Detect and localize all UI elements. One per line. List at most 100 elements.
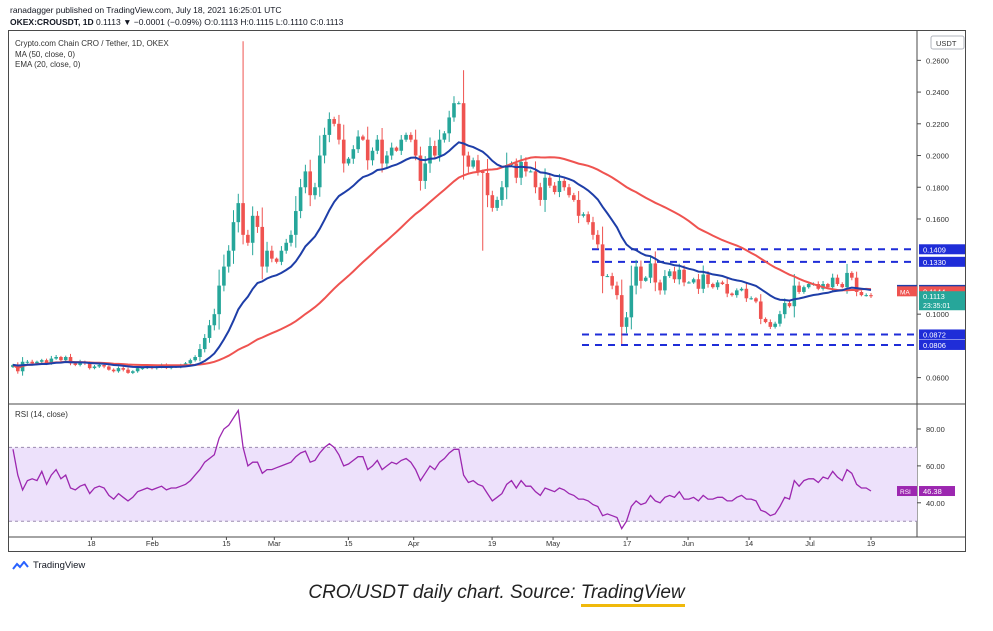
date-axis-label: 19: [488, 539, 496, 548]
candle-body: [792, 285, 797, 307]
price-axis-label: 0.1600: [926, 215, 949, 224]
candle-body: [380, 139, 384, 164]
candle-body: [773, 323, 777, 327]
currency-label: USDT: [936, 39, 957, 48]
caption-text: CRO/USDT daily chart. Source:: [308, 582, 581, 603]
candle-body: [116, 368, 121, 372]
rsi-axis-label: 40.00: [926, 499, 945, 508]
candle-body: [658, 282, 662, 291]
candle-body: [672, 271, 677, 280]
candle-body: [212, 314, 217, 326]
candle-body: [92, 366, 97, 369]
candle-body: [49, 358, 54, 364]
candle-body: [54, 356, 58, 359]
candle-body: [35, 361, 39, 364]
candle-body: [25, 361, 30, 363]
date-axis-label: 19: [867, 539, 875, 548]
price-axis-label: 0.2600: [926, 56, 949, 65]
tradingview-logo-icon: [12, 561, 29, 570]
candle-body: [845, 272, 849, 288]
candle-body: [222, 266, 226, 286]
candle-body: [270, 250, 274, 259]
candle-body: [361, 136, 365, 140]
candle-body: [802, 287, 806, 292]
candle-body: [667, 271, 672, 277]
chart-frame[interactable]: 0.2600 0.2400 0.2200 0.2000 0.1800 0.1600 0.10…: [8, 30, 966, 552]
candle-body: [241, 203, 245, 235]
candle-body: [265, 250, 269, 267]
candle-body: [198, 349, 202, 357]
candle-body: [720, 282, 725, 285]
candle-body: [859, 291, 864, 296]
candle-body: [437, 139, 442, 156]
candle-body: [552, 185, 557, 193]
candle-body: [236, 203, 241, 223]
candle-body: [279, 250, 284, 262]
candle-body: [476, 160, 480, 172]
candle-body: [629, 285, 634, 318]
candle-body: [102, 364, 106, 367]
candle-body: [711, 284, 715, 288]
date-axis-label: 17: [623, 539, 631, 548]
ema-20-line: [12, 141, 872, 369]
candle-body: [365, 139, 370, 161]
candle-body: [778, 314, 782, 324]
candle-body: [653, 263, 658, 283]
chart-canvas[interactable]: 0.2600 0.2400 0.2200 0.2000 0.1800 0.1600 0.10…: [9, 31, 965, 551]
candle-body: [59, 356, 63, 361]
candle-body: [677, 269, 682, 280]
candle-body: [533, 171, 538, 188]
rsi-axis-label: 80.00: [926, 425, 945, 434]
candle-body: [850, 272, 854, 278]
candle-body: [217, 285, 221, 315]
candle-body: [691, 279, 696, 283]
candle-body: [610, 276, 614, 286]
candle-body: [682, 269, 686, 283]
candle-body: [725, 284, 730, 294]
chart-title: Crypto.com Chain CRO / Tether, 1D, OKEX: [15, 39, 169, 48]
rsi-band: [9, 447, 917, 522]
price-badge-value: 0.1330: [923, 258, 946, 267]
candle-body: [399, 139, 404, 151]
candle-body: [648, 263, 653, 278]
figure-caption: CRO/USDT daily chart. Source: TradingVie…: [0, 582, 993, 607]
date-axis-label: 18: [87, 539, 95, 548]
candle-body: [274, 258, 279, 262]
candle-body: [351, 149, 356, 159]
date-axis-label: Jun: [682, 539, 694, 548]
date-axis-label: Feb: [146, 539, 159, 548]
candle-body: [409, 134, 413, 140]
candle-body: [504, 165, 509, 188]
candle-body: [758, 301, 763, 319]
candle-body: [485, 172, 490, 196]
candle-body: [567, 187, 571, 196]
date-axis-label: Jul: [805, 539, 815, 548]
candle-body: [581, 214, 586, 216]
candle-body: [255, 215, 260, 227]
price-badge-tag-label: MA: [900, 289, 910, 296]
price-axis-label: 0.1800: [926, 183, 949, 192]
candle-body: [183, 363, 188, 365]
tradingview-brand[interactable]: TradingView: [12, 560, 85, 571]
caption-source-link[interactable]: TradingView: [580, 582, 685, 607]
candle-body: [433, 146, 437, 156]
rsi-badge-value: 46.38: [923, 487, 942, 496]
candle-body: [619, 295, 624, 327]
candle-body: [634, 266, 638, 286]
candle-body: [202, 337, 207, 350]
date-axis-label: May: [546, 539, 560, 548]
candle-body: [375, 139, 380, 151]
price-badge-value: 0.0806: [923, 341, 946, 350]
candle-body: [442, 133, 447, 140]
price-axis-label: 0.2400: [926, 88, 949, 97]
rsi-badge-tag: [897, 486, 917, 497]
candle-body: [313, 187, 317, 196]
candle-body: [730, 293, 734, 296]
candle-body: [461, 103, 466, 156]
candle-body: [572, 195, 576, 200]
candle-body: [356, 136, 360, 150]
candle-body: [586, 214, 590, 223]
candle-body: [30, 361, 34, 364]
candle-body: [39, 360, 44, 362]
price-badge: [919, 291, 965, 311]
